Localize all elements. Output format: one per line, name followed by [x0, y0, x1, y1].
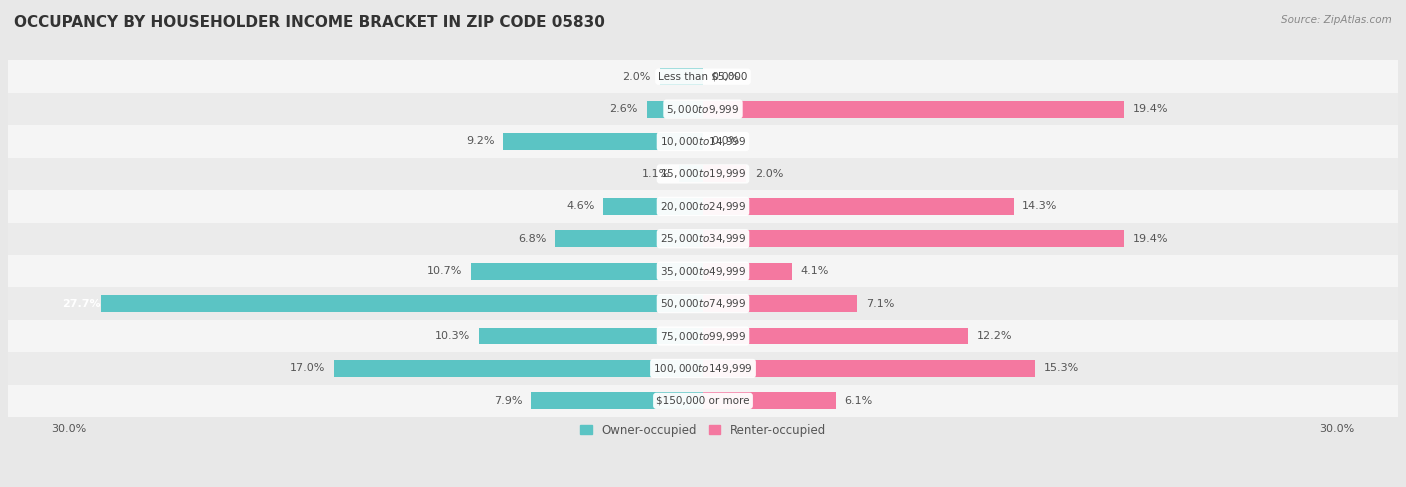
Legend: Owner-occupied, Renter-occupied: Owner-occupied, Renter-occupied [575, 419, 831, 442]
Text: 4.6%: 4.6% [567, 201, 595, 211]
Bar [555, 230, 703, 247]
Text: 6.1%: 6.1% [844, 396, 873, 406]
Bar [703, 360, 1035, 377]
Bar [333, 360, 703, 377]
Text: $75,000 to $99,999: $75,000 to $99,999 [659, 330, 747, 342]
Bar [703, 101, 1125, 117]
Bar [101, 295, 703, 312]
Bar [703, 166, 747, 182]
Bar [8, 255, 1398, 287]
Text: 7.1%: 7.1% [866, 299, 894, 309]
Bar [8, 385, 1398, 417]
Text: 2.0%: 2.0% [623, 72, 651, 82]
Text: $10,000 to $14,999: $10,000 to $14,999 [659, 135, 747, 148]
Bar [679, 166, 703, 182]
Bar [479, 328, 703, 344]
Bar [503, 133, 703, 150]
Text: 14.3%: 14.3% [1022, 201, 1057, 211]
Bar [703, 263, 792, 280]
Bar [8, 125, 1398, 158]
Text: 9.2%: 9.2% [465, 136, 495, 147]
Bar [703, 230, 1125, 247]
Bar [471, 263, 703, 280]
Text: Less than $5,000: Less than $5,000 [658, 72, 748, 82]
Text: 0.0%: 0.0% [711, 72, 740, 82]
Text: $100,000 to $149,999: $100,000 to $149,999 [654, 362, 752, 375]
Text: 27.7%: 27.7% [62, 299, 101, 309]
Text: 12.2%: 12.2% [977, 331, 1012, 341]
Text: 10.7%: 10.7% [426, 266, 463, 276]
Text: 1.1%: 1.1% [643, 169, 671, 179]
Bar [8, 287, 1398, 320]
Bar [8, 93, 1398, 125]
Text: OCCUPANCY BY HOUSEHOLDER INCOME BRACKET IN ZIP CODE 05830: OCCUPANCY BY HOUSEHOLDER INCOME BRACKET … [14, 15, 605, 30]
Text: 10.3%: 10.3% [436, 331, 471, 341]
Text: $25,000 to $34,999: $25,000 to $34,999 [659, 232, 747, 245]
Text: 17.0%: 17.0% [290, 363, 325, 374]
Text: 19.4%: 19.4% [1133, 104, 1168, 114]
Text: 2.6%: 2.6% [609, 104, 638, 114]
Text: 30.0%: 30.0% [1319, 424, 1354, 433]
Text: 15.3%: 15.3% [1045, 363, 1080, 374]
Bar [8, 320, 1398, 352]
Bar [8, 352, 1398, 385]
Bar [8, 223, 1398, 255]
Text: $20,000 to $24,999: $20,000 to $24,999 [659, 200, 747, 213]
Bar [8, 60, 1398, 93]
Text: $35,000 to $49,999: $35,000 to $49,999 [659, 264, 747, 278]
Text: $150,000 or more: $150,000 or more [657, 396, 749, 406]
Text: $15,000 to $19,999: $15,000 to $19,999 [659, 168, 747, 180]
Text: 6.8%: 6.8% [519, 234, 547, 244]
Text: $50,000 to $74,999: $50,000 to $74,999 [659, 297, 747, 310]
Bar [531, 393, 703, 409]
Text: 0.0%: 0.0% [711, 136, 740, 147]
Text: 7.9%: 7.9% [494, 396, 523, 406]
Text: $5,000 to $9,999: $5,000 to $9,999 [666, 103, 740, 115]
Bar [8, 190, 1398, 223]
Bar [703, 328, 967, 344]
Text: 2.0%: 2.0% [755, 169, 783, 179]
Bar [647, 101, 703, 117]
Text: 19.4%: 19.4% [1133, 234, 1168, 244]
Bar [703, 393, 835, 409]
Text: 30.0%: 30.0% [52, 424, 87, 433]
Text: 4.1%: 4.1% [801, 266, 830, 276]
Bar [603, 198, 703, 215]
Bar [659, 68, 703, 85]
Bar [703, 198, 1014, 215]
Bar [703, 295, 858, 312]
Text: Source: ZipAtlas.com: Source: ZipAtlas.com [1281, 15, 1392, 25]
Bar [8, 158, 1398, 190]
